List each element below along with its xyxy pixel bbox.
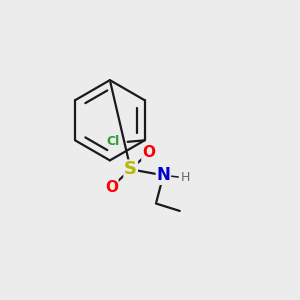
Text: Cl: Cl <box>106 135 119 148</box>
Text: S: S <box>124 160 137 178</box>
Text: O: O <box>105 180 118 195</box>
Text: O: O <box>142 146 155 160</box>
Text: N: N <box>156 166 170 184</box>
Text: H: H <box>181 171 190 184</box>
